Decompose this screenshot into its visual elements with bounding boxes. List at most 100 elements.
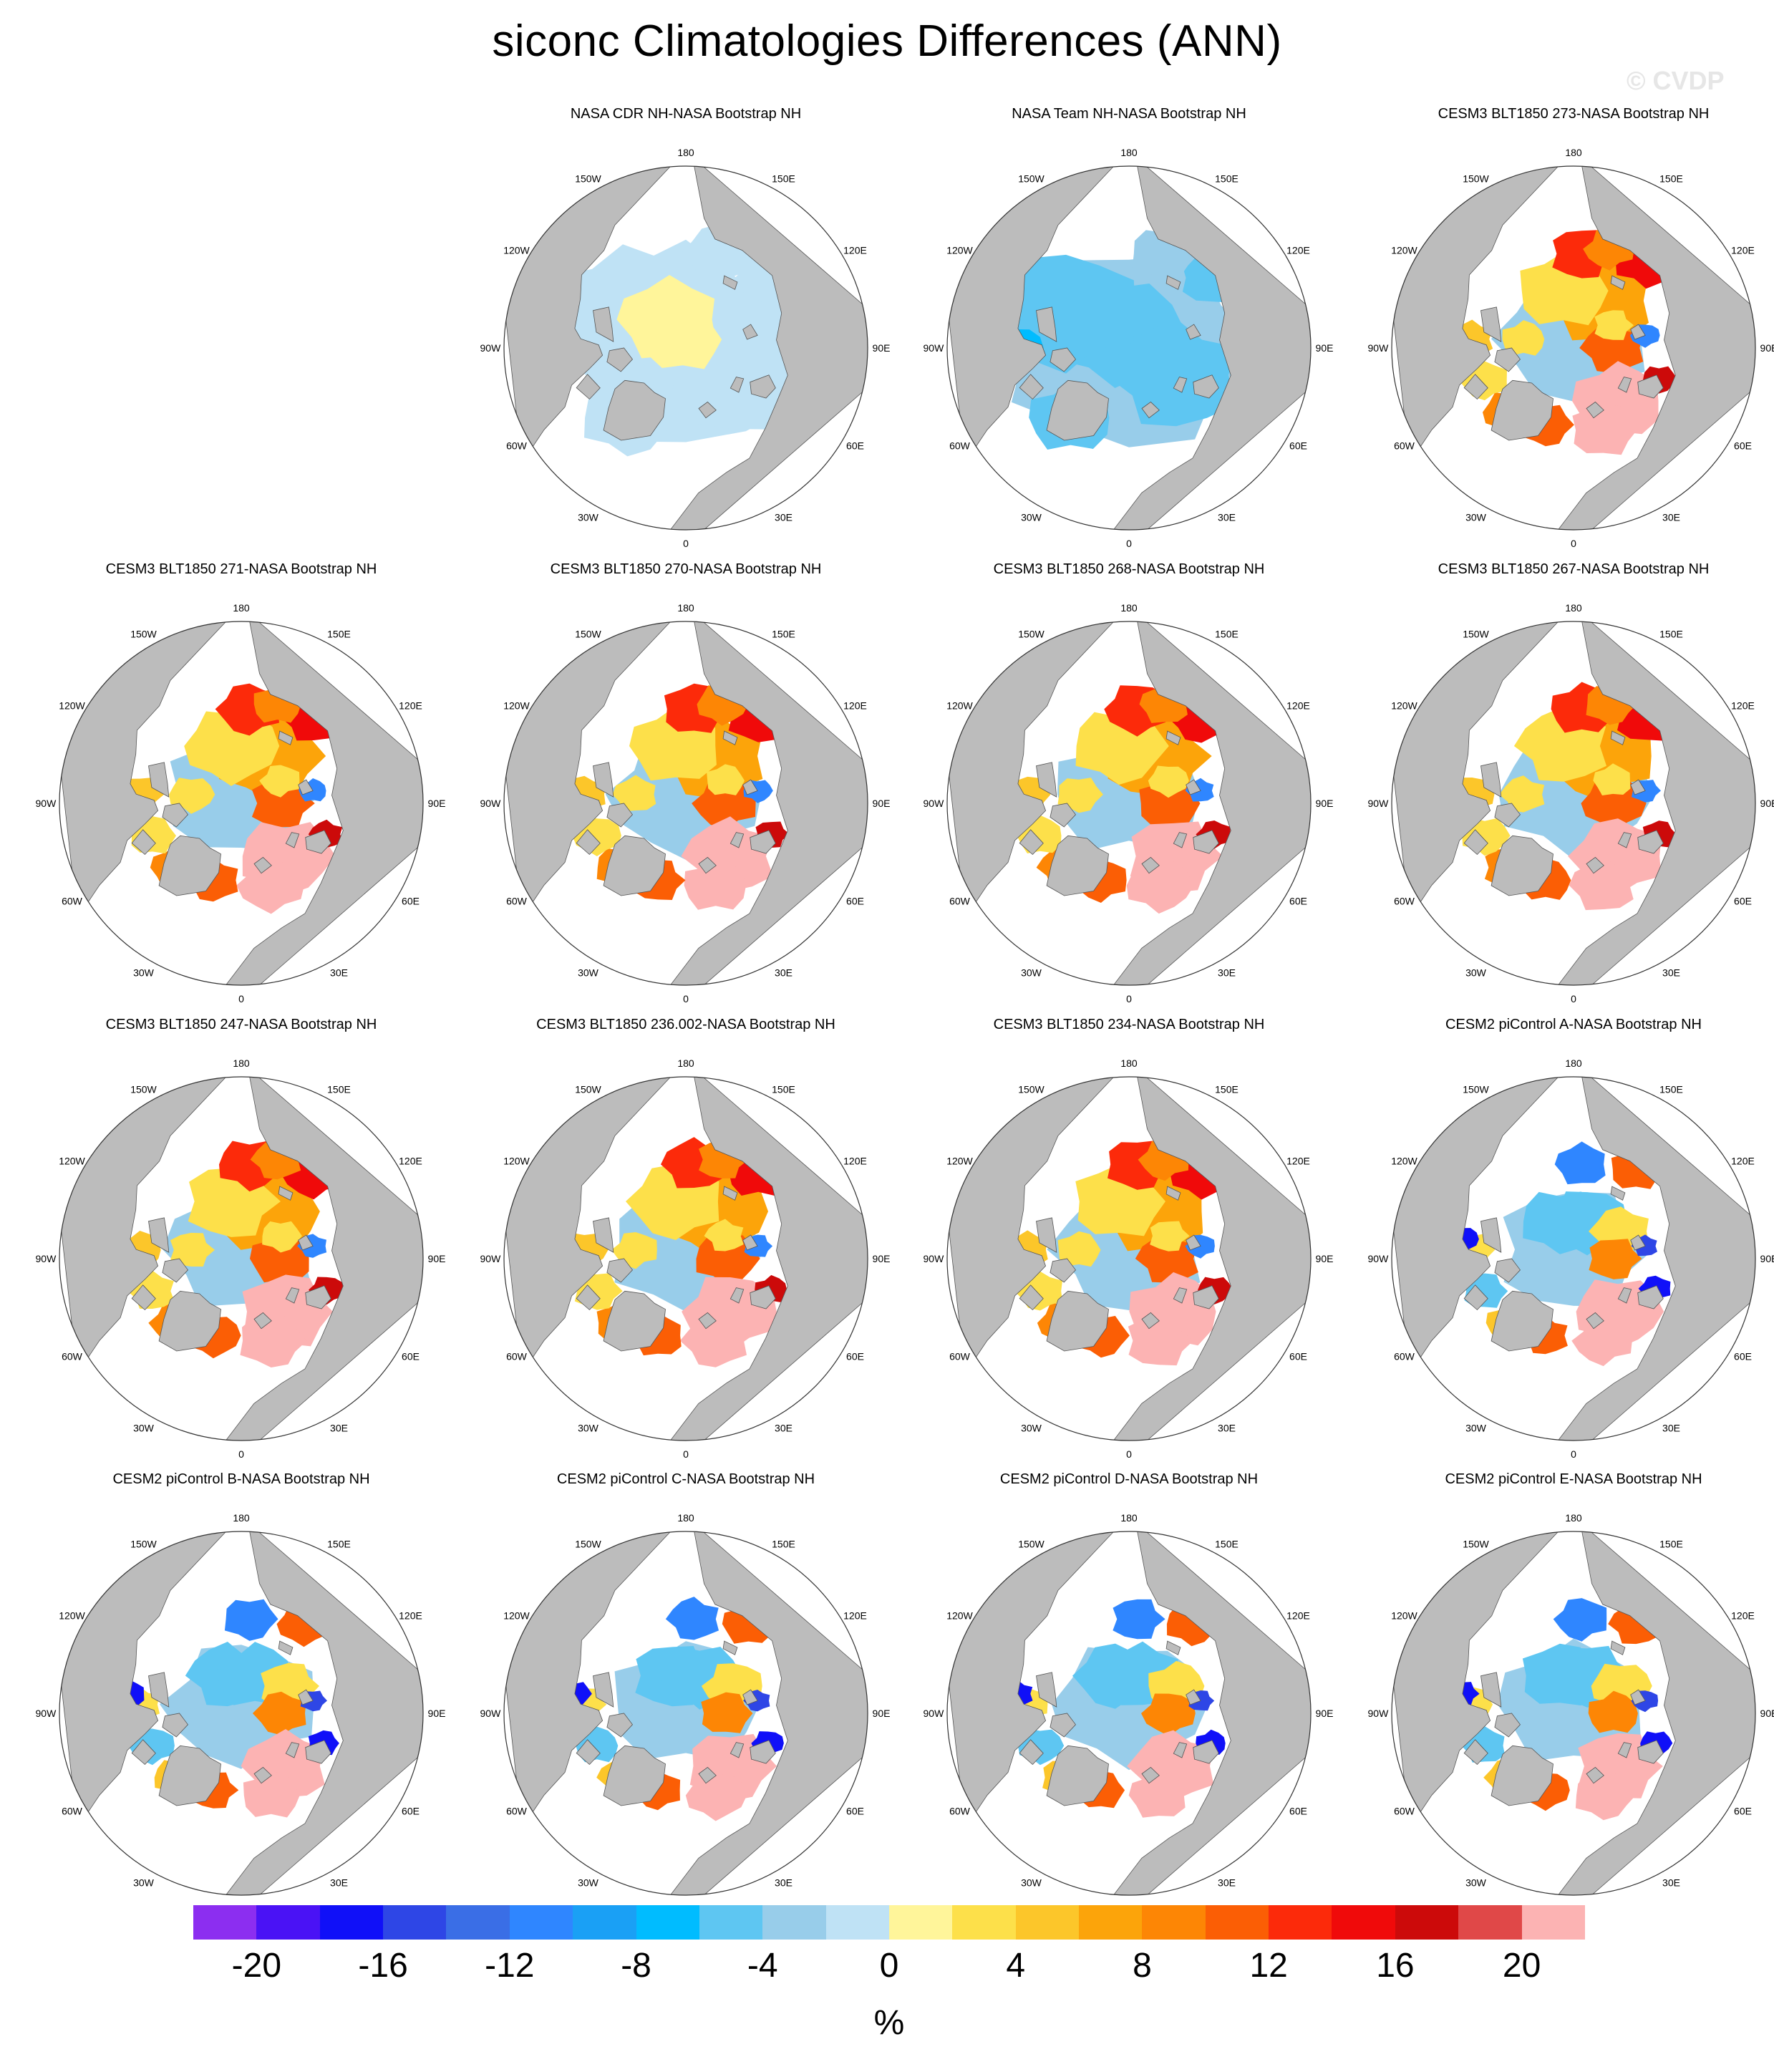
- colorbar-tick-label: -12: [485, 1947, 535, 1985]
- land-mass: [1463, 829, 1488, 856]
- ice-anomaly-region: [1575, 1773, 1636, 1821]
- ice-anomaly-region: [243, 1770, 300, 1818]
- longitude-label: 180: [677, 1057, 694, 1069]
- longitude-label: 60E: [402, 896, 420, 907]
- ice-anomaly-region: [1571, 1317, 1632, 1367]
- ice-anomaly-region: [236, 861, 304, 914]
- land-mass: [1586, 401, 1604, 419]
- longitude-label: 30E: [330, 967, 348, 979]
- ice-anomaly-region: [679, 1312, 747, 1367]
- land-mass: [158, 1290, 221, 1352]
- longitude-label: 150W: [1018, 1539, 1044, 1550]
- colorbar-swatch: [699, 1905, 763, 1940]
- colorbar-swatch: [446, 1905, 510, 1940]
- longitude-label: 60E: [846, 1806, 864, 1817]
- ice-anomaly-region: [1057, 778, 1103, 813]
- longitude-label: 30W: [1465, 1423, 1487, 1434]
- map-boundary: [59, 1531, 424, 1896]
- longitude-label: 180: [677, 1512, 694, 1524]
- land-mass: [576, 829, 601, 856]
- longitude-label: 120W: [59, 1610, 85, 1622]
- land-mass: [1097, 1077, 1311, 1441]
- land-mass: [730, 377, 745, 393]
- ice-anomaly-region: [259, 765, 300, 798]
- longitude-label: 60W: [1394, 896, 1415, 907]
- longitude-label: 150E: [327, 629, 351, 640]
- longitude-label: 90W: [480, 1708, 502, 1719]
- map-boundary: [503, 621, 868, 986]
- map-boundary: [946, 621, 1312, 986]
- land-mass: [750, 374, 776, 399]
- longitude-label: 150W: [575, 1084, 601, 1095]
- longitude-label: 60E: [846, 1351, 864, 1362]
- longitude-label: 120E: [1286, 1156, 1310, 1167]
- land-mass: [1097, 1531, 1311, 1895]
- longitude-label: 90W: [480, 1253, 502, 1264]
- longitude-label: 150E: [1659, 629, 1683, 640]
- land-mass: [1165, 275, 1181, 290]
- land-mass: [1541, 166, 1755, 530]
- land-mass: [1610, 730, 1626, 745]
- ice-anomaly-region: [1588, 1690, 1638, 1733]
- panel-title: CESM2 piControl C-NASA Bootstrap NH: [556, 1471, 815, 1487]
- land-mass: [209, 621, 423, 985]
- polar-map: 180 150E 120E 90E 60E 30E 0 30W 60W 90W 120W 150W: [36, 602, 446, 1004]
- ice-anomaly-region: [262, 1221, 302, 1253]
- longitude-label: 30E: [775, 1877, 793, 1889]
- longitude-label: 60W: [949, 896, 971, 907]
- land-mass: [1193, 1740, 1219, 1764]
- land-mass: [654, 166, 868, 530]
- longitude-label: 180: [677, 147, 694, 158]
- longitude-label: 0: [1126, 1448, 1132, 1460]
- longitude-label: 60W: [62, 896, 83, 907]
- land-mass: [1036, 306, 1057, 342]
- longitude-label: 180: [1120, 602, 1138, 614]
- land-mass: [1617, 1287, 1632, 1304]
- longitude-label: 180: [1120, 1512, 1138, 1524]
- page-title: siconc Climatologies Differences (ANN): [492, 16, 1282, 66]
- panel-title: CESM3 BLT1850 234-NASA Bootstrap NH: [993, 1017, 1265, 1032]
- colorbar-swatch: [1395, 1905, 1459, 1940]
- land-mass: [162, 1258, 189, 1283]
- land-mass: [730, 832, 745, 848]
- land-mass: [1193, 1285, 1219, 1309]
- longitude-label: 150W: [130, 1084, 157, 1095]
- land-mass: [1173, 1287, 1188, 1304]
- longitude-label: 120W: [59, 700, 85, 712]
- map-panel: CESM2 piControl C-NASA Bootstrap NH 180 15…: [464, 1471, 908, 1915]
- land-mass: [1193, 374, 1219, 399]
- longitude-label: 120W: [1391, 1610, 1417, 1622]
- polar-map: 180 150E 120E 90E 60E 30E 0 30W 60W 90W 120W 150W: [1368, 1057, 1774, 1460]
- longitude-label: 30W: [578, 512, 599, 523]
- land-mass: [1019, 1284, 1044, 1311]
- longitude-label: 0: [683, 1448, 689, 1460]
- panel-title: CESM3 BLT1850 247-NASA Bootstrap NH: [105, 1017, 377, 1032]
- land-mass: [730, 1742, 745, 1758]
- land-mass: [1630, 779, 1646, 795]
- watermark: © CVDP: [1627, 66, 1725, 95]
- ice-anomaly-region: [645, 306, 722, 369]
- longitude-label: 90W: [1368, 342, 1390, 354]
- longitude-label: 30E: [1218, 967, 1236, 979]
- colorbar-swatch: [256, 1905, 320, 1940]
- colorbar-tick-label: -20: [231, 1947, 282, 1985]
- land-mass: [253, 1312, 272, 1330]
- longitude-label: 180: [1565, 602, 1582, 614]
- land-mass: [1173, 1742, 1188, 1758]
- ice-anomaly-region: [1057, 1231, 1101, 1267]
- panel-title: NASA Team NH-NASA Bootstrap NH: [1012, 106, 1246, 122]
- map-boundary: [1391, 621, 1756, 986]
- land-mass: [1463, 374, 1488, 400]
- longitude-label: 90E: [1760, 1253, 1774, 1264]
- longitude-label: 0: [1126, 538, 1132, 549]
- land-mass: [1541, 1077, 1755, 1441]
- map-panel: NASA CDR NH-NASA Bootstrap NH 180 150E 120E…: [464, 106, 908, 550]
- land-mass: [1165, 1186, 1181, 1201]
- longitude-label: 90E: [1760, 798, 1774, 809]
- longitude-label: 0: [1571, 1448, 1576, 1460]
- land-mass: [603, 1290, 666, 1352]
- map-panel: CESM2 piControl E-NASA Bootstrap NH 180 15…: [1352, 1471, 1774, 1915]
- colorbar-tick-label: 20: [1502, 1947, 1541, 1985]
- land-mass: [305, 830, 331, 854]
- land-mass: [162, 1713, 189, 1738]
